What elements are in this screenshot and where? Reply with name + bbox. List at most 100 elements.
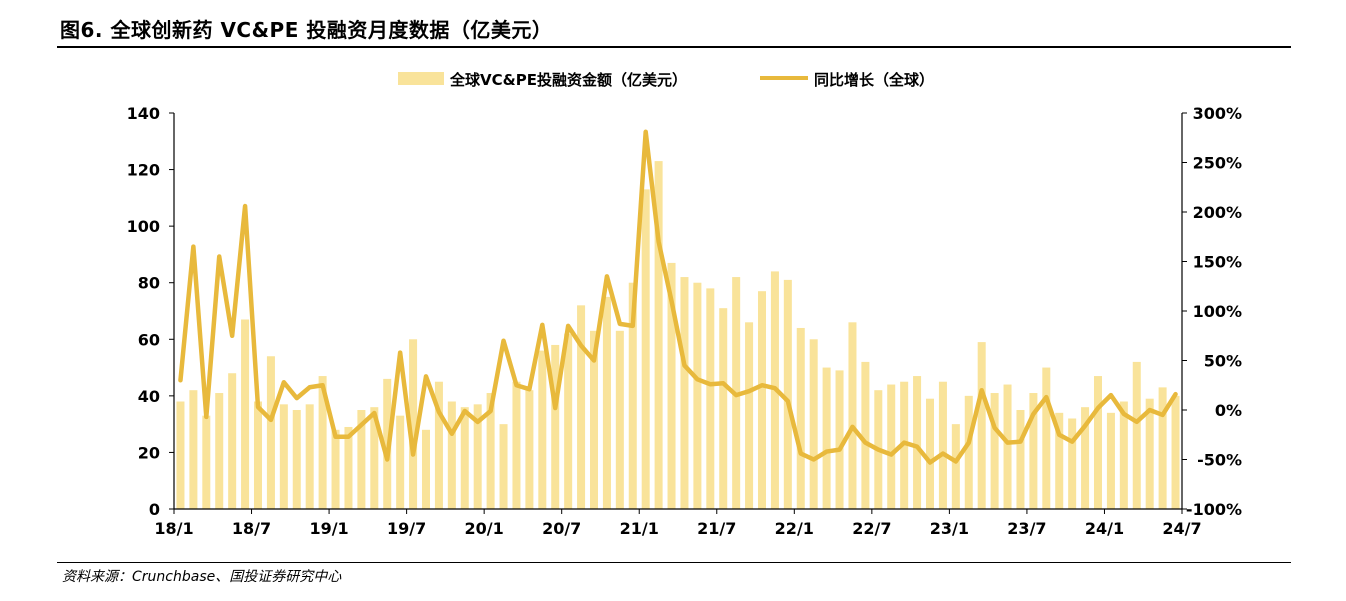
bar xyxy=(434,381,443,509)
bar xyxy=(835,370,844,509)
bar xyxy=(176,401,185,509)
left-tick-label: 120 xyxy=(127,161,160,180)
x-tick-label: 20/7 xyxy=(542,519,581,538)
figure-title: 图6. 全球创新药 VC&PE 投融资月度数据（亿美元） xyxy=(60,18,553,42)
growth-line xyxy=(178,129,1178,465)
right-tick-label: 0% xyxy=(1215,401,1242,420)
bar xyxy=(1003,384,1012,509)
left-tick-label: 100 xyxy=(127,217,160,236)
right-tick-label: 100% xyxy=(1193,302,1242,321)
bar xyxy=(357,410,366,509)
title-rule xyxy=(57,46,1291,48)
bar xyxy=(1068,418,1077,509)
bar xyxy=(396,415,405,509)
bar xyxy=(202,415,211,509)
bar xyxy=(745,322,754,509)
bar xyxy=(331,429,340,509)
left-tick-label: 80 xyxy=(138,274,160,293)
x-tick-label: 21/7 xyxy=(697,519,736,538)
x-tick-label: 24/7 xyxy=(1162,519,1201,538)
bar xyxy=(525,390,534,509)
bar xyxy=(1055,412,1064,509)
legend-bar-swatch xyxy=(398,72,444,85)
bar xyxy=(318,376,327,509)
bar-series xyxy=(176,161,1180,509)
source-note: 资料来源：Crunchbase、国投证券研究中心 xyxy=(62,569,342,585)
right-tick-label: -100% xyxy=(1186,500,1242,519)
bar xyxy=(486,393,495,509)
x-tick-label: 18/1 xyxy=(154,519,193,538)
x-tick-label: 24/1 xyxy=(1085,519,1124,538)
bar xyxy=(680,277,689,509)
bar xyxy=(370,407,379,509)
x-tick-label: 22/1 xyxy=(775,519,814,538)
bar xyxy=(499,424,508,509)
legend-line-label: 同比增长（全球） xyxy=(814,71,934,89)
right-tick-label: 300% xyxy=(1193,104,1242,123)
bar xyxy=(602,296,611,509)
right-tick-label: 250% xyxy=(1193,154,1242,173)
right-tick-label: 200% xyxy=(1193,203,1242,222)
chart-legend: 全球VC&PE投融资金额（亿美元） 同比增长（全球） xyxy=(398,71,934,89)
bar xyxy=(951,424,960,509)
x-tick-label: 19/1 xyxy=(309,519,348,538)
left-tick-label: 60 xyxy=(138,330,160,349)
bar xyxy=(667,262,676,509)
bar xyxy=(266,356,275,509)
bar xyxy=(913,376,922,509)
x-tick-label: 20/1 xyxy=(465,519,504,538)
right-tick-label: 150% xyxy=(1193,253,1242,272)
bar xyxy=(279,404,288,509)
bar xyxy=(938,381,947,509)
bar xyxy=(822,367,831,509)
bar xyxy=(1016,410,1025,509)
bar xyxy=(1158,387,1167,509)
x-tick-label: 22/7 xyxy=(852,519,891,538)
left-tick-label: 20 xyxy=(138,443,160,462)
left-tick-label: 140 xyxy=(127,104,160,123)
bar xyxy=(1029,393,1038,509)
bar xyxy=(1145,398,1154,509)
bar xyxy=(757,291,766,509)
bar xyxy=(654,161,663,509)
bar xyxy=(861,361,870,509)
x-tick-label: 23/1 xyxy=(930,519,969,538)
bar xyxy=(564,333,573,509)
x-axis: 18/1 18/7 19/1 19/7 20/1 20/7 21/1 21/7 22/1 22/7… xyxy=(154,509,1202,538)
bar xyxy=(1119,401,1128,509)
bar xyxy=(215,393,224,509)
bar xyxy=(551,344,560,509)
bar xyxy=(925,398,934,509)
bar xyxy=(1042,367,1051,509)
bar xyxy=(292,410,301,509)
bar xyxy=(538,350,547,509)
bar xyxy=(1171,395,1180,509)
x-tick-label: 19/7 xyxy=(387,519,426,538)
bar xyxy=(1081,407,1090,509)
right-tick-label: 50% xyxy=(1204,352,1242,371)
bar xyxy=(1093,376,1102,509)
bar xyxy=(641,189,650,509)
bar xyxy=(615,330,624,509)
bar xyxy=(1106,412,1115,509)
bar xyxy=(589,330,598,509)
legend-bar-label: 全球VC&PE投融资金额（亿美元） xyxy=(449,71,687,89)
bar xyxy=(887,384,896,509)
bar xyxy=(305,404,314,509)
bar xyxy=(848,322,857,509)
bar xyxy=(473,404,482,509)
bar xyxy=(253,401,262,509)
bar xyxy=(977,342,986,509)
bar xyxy=(990,393,999,509)
source-rule xyxy=(57,562,1291,563)
bar xyxy=(577,305,586,509)
bar xyxy=(344,426,353,509)
x-tick-label: 21/1 xyxy=(620,519,659,538)
bar xyxy=(421,429,430,509)
bar xyxy=(964,395,973,509)
bar xyxy=(783,279,792,509)
bar xyxy=(628,282,637,509)
right-tick-label: -50% xyxy=(1197,451,1242,470)
bar xyxy=(189,390,198,509)
